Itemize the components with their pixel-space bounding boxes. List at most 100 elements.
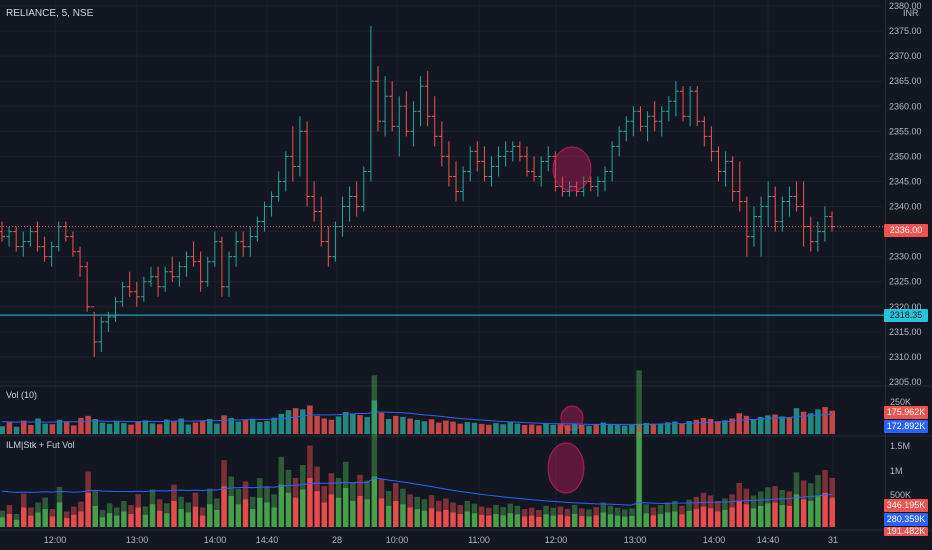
volume-bar — [242, 419, 249, 434]
ilm-fut-bar — [743, 488, 750, 505]
ilm-stock-bar — [350, 500, 356, 527]
symbol-title[interactable]: RELIANCE, 5, NSE — [6, 8, 94, 19]
ilm-fut-bar — [285, 469, 292, 493]
ilm-fut-bar — [822, 469, 828, 493]
ilm-fut-bar — [757, 491, 764, 506]
ilm-stock-bar — [643, 513, 649, 527]
ilm-fut-bar — [729, 494, 735, 508]
volume-bar — [757, 416, 764, 434]
ilm-fut-bar — [335, 478, 342, 498]
volume-bar — [199, 420, 206, 434]
volume-bar — [493, 423, 499, 434]
ilm-stock-bar — [564, 516, 571, 527]
ilm-fut-bar — [35, 502, 41, 513]
ilm-fut-bar — [314, 466, 320, 492]
ilm-fut-bar — [328, 473, 335, 495]
ilm-fut-bar — [292, 478, 299, 498]
ilm-stock-bar — [757, 505, 764, 527]
ilm-fut-bar — [607, 505, 614, 515]
ilm-stock-bar — [772, 502, 778, 527]
ilm-fut-bar — [772, 486, 778, 503]
highlight-ellipse-price — [552, 146, 592, 192]
ilm-fut-bar — [657, 504, 664, 514]
ilm-stock-bar — [156, 510, 163, 527]
volume-bar — [207, 418, 213, 434]
volume-bar — [707, 418, 714, 434]
ilm-fut-bar — [221, 460, 227, 487]
volume-bar — [593, 424, 599, 434]
highlight-ellipse-ilm — [547, 442, 585, 494]
ilm-stock-bar — [693, 509, 700, 527]
volume-bar — [514, 423, 521, 434]
volume-bar — [63, 421, 70, 434]
volume-bar — [808, 413, 814, 434]
time-axis-label: 28 — [332, 535, 342, 545]
ilm-fut-bar — [643, 504, 649, 514]
ilm-fut-bar — [808, 483, 814, 501]
volume-bar — [292, 408, 299, 434]
ilm-fut-bar — [257, 478, 263, 498]
ilm-stock-bar — [722, 509, 728, 527]
ilm-fut-bar — [536, 510, 542, 517]
ilm-stock-bar — [614, 515, 621, 527]
ilm-fut-bar — [443, 498, 449, 510]
ilm-fut-bar — [42, 497, 48, 510]
ilm-fut-bar — [686, 499, 692, 511]
ilm-stock-bar — [199, 515, 206, 527]
ilm-value-tag-a: 346.195K — [884, 499, 928, 512]
ilm-stock-bar — [20, 507, 27, 527]
ilm-stock-bar — [579, 515, 585, 527]
ilm-fut-bar — [121, 500, 127, 512]
volume-bar — [765, 415, 771, 434]
volume-bar — [786, 417, 793, 434]
ilm-stock-bar — [707, 508, 714, 527]
volume-bar — [328, 419, 335, 434]
volume-bar — [550, 424, 556, 434]
time-axis-label: 31 — [828, 535, 838, 545]
ilm-fut-bar — [371, 375, 378, 477]
ilm-fut-bar — [164, 503, 170, 514]
ilm-fut-bar — [478, 506, 485, 515]
ilm-stock-bar — [235, 504, 242, 527]
ilm-fut-bar — [49, 509, 56, 517]
volume-bar — [185, 424, 192, 434]
volume-bar — [235, 421, 242, 434]
volume-bar — [113, 421, 120, 434]
ilm-fut-bar — [228, 476, 234, 497]
ilm-fut-bar — [507, 503, 514, 514]
ilm-stock-bar — [743, 504, 750, 527]
volume-bar — [285, 410, 292, 434]
ilm-fut-bar — [514, 505, 521, 515]
price-tick-label: 2305.00 — [889, 377, 922, 387]
volume-bar — [414, 420, 420, 434]
ilm-stock-bar — [765, 503, 771, 527]
ilm-fut-bar — [564, 508, 571, 517]
ilm-stock-bar — [808, 500, 814, 527]
ilm-stock-bar — [636, 432, 642, 527]
ilm-stock-bar — [793, 494, 800, 527]
ilm-stock-bar — [457, 513, 463, 527]
ilm-pane-title[interactable]: ILM|Stk + Fut Vol — [6, 440, 75, 450]
ilm-stock-bar — [478, 514, 485, 527]
ilm-stock-bar — [335, 497, 342, 527]
hline-price-tag[interactable]: 2318.35 — [884, 309, 928, 322]
volume-bar — [450, 421, 456, 434]
ilm-stock-bar — [171, 500, 177, 527]
ilm-stock-bar — [307, 478, 313, 527]
ilm-fut-bar — [428, 495, 435, 509]
ilm-stock-bar — [385, 505, 392, 527]
volume-bar — [221, 415, 227, 434]
volume-bar — [700, 417, 707, 434]
volume-bar — [528, 424, 535, 434]
ilm-axis-label-1: 1.5M — [890, 441, 911, 451]
ilm-stock-bar — [242, 499, 249, 527]
time-axis-label: 14:00 — [703, 535, 726, 545]
ilm-fut-bar — [249, 496, 256, 510]
ilm-fut-bar — [357, 474, 363, 497]
ilm-fut-bar — [178, 496, 184, 510]
volume-pane-title[interactable]: Vol (10) — [6, 390, 38, 400]
ilm-stock-bar — [285, 492, 292, 527]
volume-bar — [564, 425, 571, 434]
volume-bar — [350, 413, 356, 434]
